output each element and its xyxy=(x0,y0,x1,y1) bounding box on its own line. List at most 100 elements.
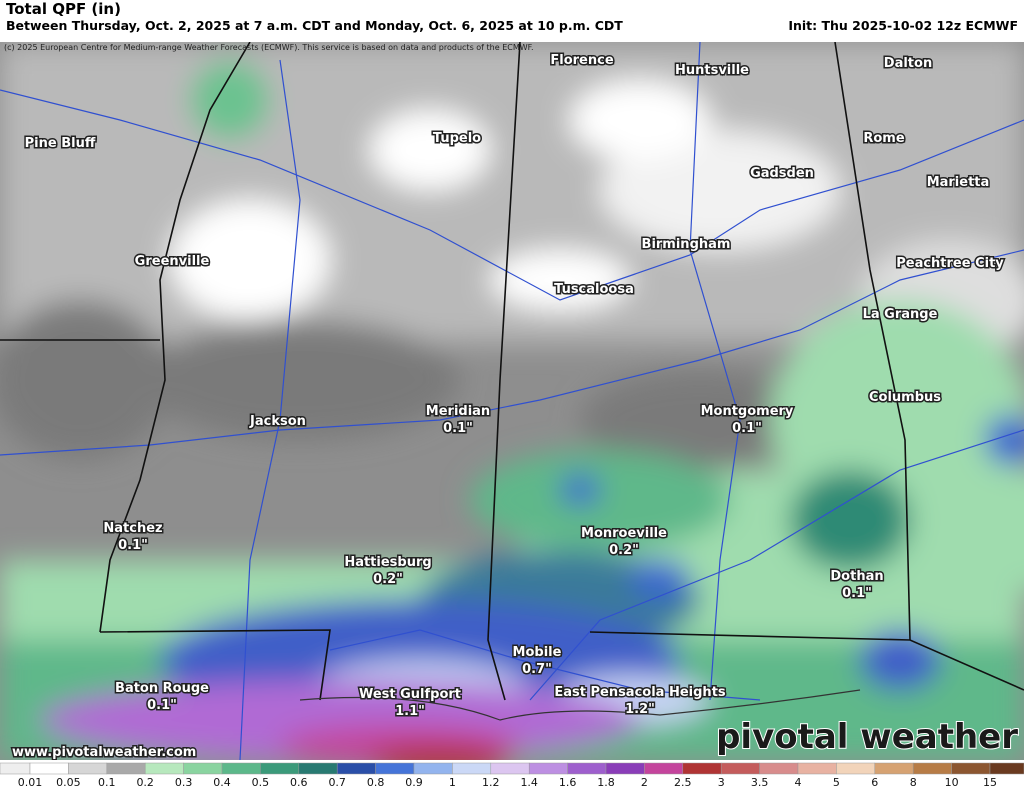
title: Total QPF (in) xyxy=(6,0,121,18)
state-borders xyxy=(0,42,1024,701)
city-name: Pine Bluff xyxy=(25,136,96,151)
legend-label: 0.05 xyxy=(56,776,81,789)
state-border xyxy=(589,631,1024,691)
legend-swatch xyxy=(375,762,415,775)
city-qpf-value: 0.1" xyxy=(443,421,473,436)
legend-label: 2 xyxy=(641,776,648,789)
legend-swatch xyxy=(720,762,760,775)
road xyxy=(239,59,301,760)
legend-swatch xyxy=(0,762,31,775)
city-qpf-value: 0.1" xyxy=(842,586,872,601)
city-qpf-value: 0.2" xyxy=(373,572,403,587)
legend-swatch xyxy=(836,762,876,775)
precip-area xyxy=(170,200,330,320)
legend-swatch xyxy=(951,762,991,775)
precip-area xyxy=(570,80,710,160)
city-name: Dalton xyxy=(884,56,932,71)
legend: 0.01 0.05 0.1 0.2 0.3 0.4 0.5 0.6 0.7 0.8 0.9 1 1.2 1… xyxy=(0,760,1024,791)
city-name: Greenville xyxy=(135,254,210,269)
city-name: Peachtree City xyxy=(896,256,1004,271)
legend-swatch xyxy=(682,762,722,775)
city-qpf-value: 0.2" xyxy=(609,543,639,558)
legend-label: 3 xyxy=(718,776,725,789)
legend-swatch xyxy=(528,762,568,775)
legend-label: 3.5 xyxy=(751,776,769,789)
legend-label: 6 xyxy=(871,776,878,789)
legend-swatch xyxy=(183,762,223,775)
legend-swatch xyxy=(336,762,376,775)
precip-field xyxy=(0,42,1024,760)
copyright: (c) 2025 European Centre for Medium-rang… xyxy=(4,43,534,52)
state-border xyxy=(834,42,911,641)
subtitle: Between Thursday, Oct. 2, 2025 at 7 a.m.… xyxy=(6,18,623,33)
city-name: Monroeville xyxy=(581,526,667,541)
legend-swatch xyxy=(490,762,530,775)
legend-label: 0.6 xyxy=(290,776,308,789)
city-qpf-value: 0.7" xyxy=(522,662,552,677)
legend-swatch xyxy=(759,762,799,775)
city-name: Dothan xyxy=(830,569,883,584)
city-name: Montgomery xyxy=(701,404,794,419)
road xyxy=(329,629,761,701)
legend-label: 4 xyxy=(795,776,802,789)
precip-area xyxy=(580,370,820,470)
legend-label: 0.3 xyxy=(175,776,193,789)
city-name: East Pensacola Heights xyxy=(554,685,726,700)
city-qpf-value: 1.1" xyxy=(395,704,425,719)
legend-label: 15 xyxy=(983,776,997,789)
city-name: Meridian xyxy=(426,404,490,419)
city-name: Rome xyxy=(863,131,904,146)
city-name: Birmingham xyxy=(642,237,731,252)
watermark: pivotal weather xyxy=(716,717,1018,757)
legend-label: 0.1 xyxy=(98,776,116,789)
legend-label: 10 xyxy=(945,776,959,789)
legend-swatch xyxy=(144,762,184,775)
legend-swatch xyxy=(298,762,338,775)
init-label: Init: Thu 2025-10-02 12z ECMWF xyxy=(788,18,1018,33)
legend-swatch xyxy=(452,762,492,775)
city-name: Tupelo xyxy=(433,131,481,146)
legend-swatch xyxy=(989,762,1024,775)
legend-swatch xyxy=(260,762,300,775)
precip-area xyxy=(600,130,840,250)
legend-swatch xyxy=(912,762,952,775)
precip-area xyxy=(470,450,730,550)
road xyxy=(0,89,1024,301)
legend-swatch xyxy=(68,762,108,775)
state-border xyxy=(487,42,521,701)
state-border xyxy=(99,629,331,701)
city-qpf-value: 0.1" xyxy=(118,538,148,553)
legend-label: 1.6 xyxy=(559,776,577,789)
legend-swatch xyxy=(413,762,453,775)
legend-label: 0.4 xyxy=(213,776,231,789)
precip-area xyxy=(985,415,1024,465)
legend-label: 1.4 xyxy=(520,776,538,789)
legend-label: 0.7 xyxy=(328,776,346,789)
legend-label: 0.9 xyxy=(405,776,423,789)
legend-swatch xyxy=(567,762,607,775)
city-name: Jackson xyxy=(249,414,306,429)
legend-label: 1.2 xyxy=(482,776,500,789)
city-name: Baton Rouge xyxy=(115,681,209,696)
legend-swatch xyxy=(29,762,69,775)
precip-area xyxy=(140,320,460,440)
city-name: Hattiesburg xyxy=(344,555,431,570)
precip-area xyxy=(790,470,910,570)
legend-label: 2.5 xyxy=(674,776,692,789)
road xyxy=(0,249,1024,456)
map: Florence Huntsville Dalton Pine Bluff Tupelo… xyxy=(0,42,1024,760)
road xyxy=(689,42,741,701)
precip-area xyxy=(370,745,510,760)
legend-swatch xyxy=(221,762,261,775)
city-qpf-value: 1.2" xyxy=(625,702,655,717)
legend-label: 0.5 xyxy=(252,776,270,789)
precip-area xyxy=(190,60,270,140)
legend-swatch xyxy=(797,762,837,775)
city-name: Natchez xyxy=(103,521,162,536)
city-name: La Grange xyxy=(863,307,938,322)
city-name: Mobile xyxy=(513,645,562,660)
river xyxy=(99,42,251,633)
coastline xyxy=(299,689,861,721)
